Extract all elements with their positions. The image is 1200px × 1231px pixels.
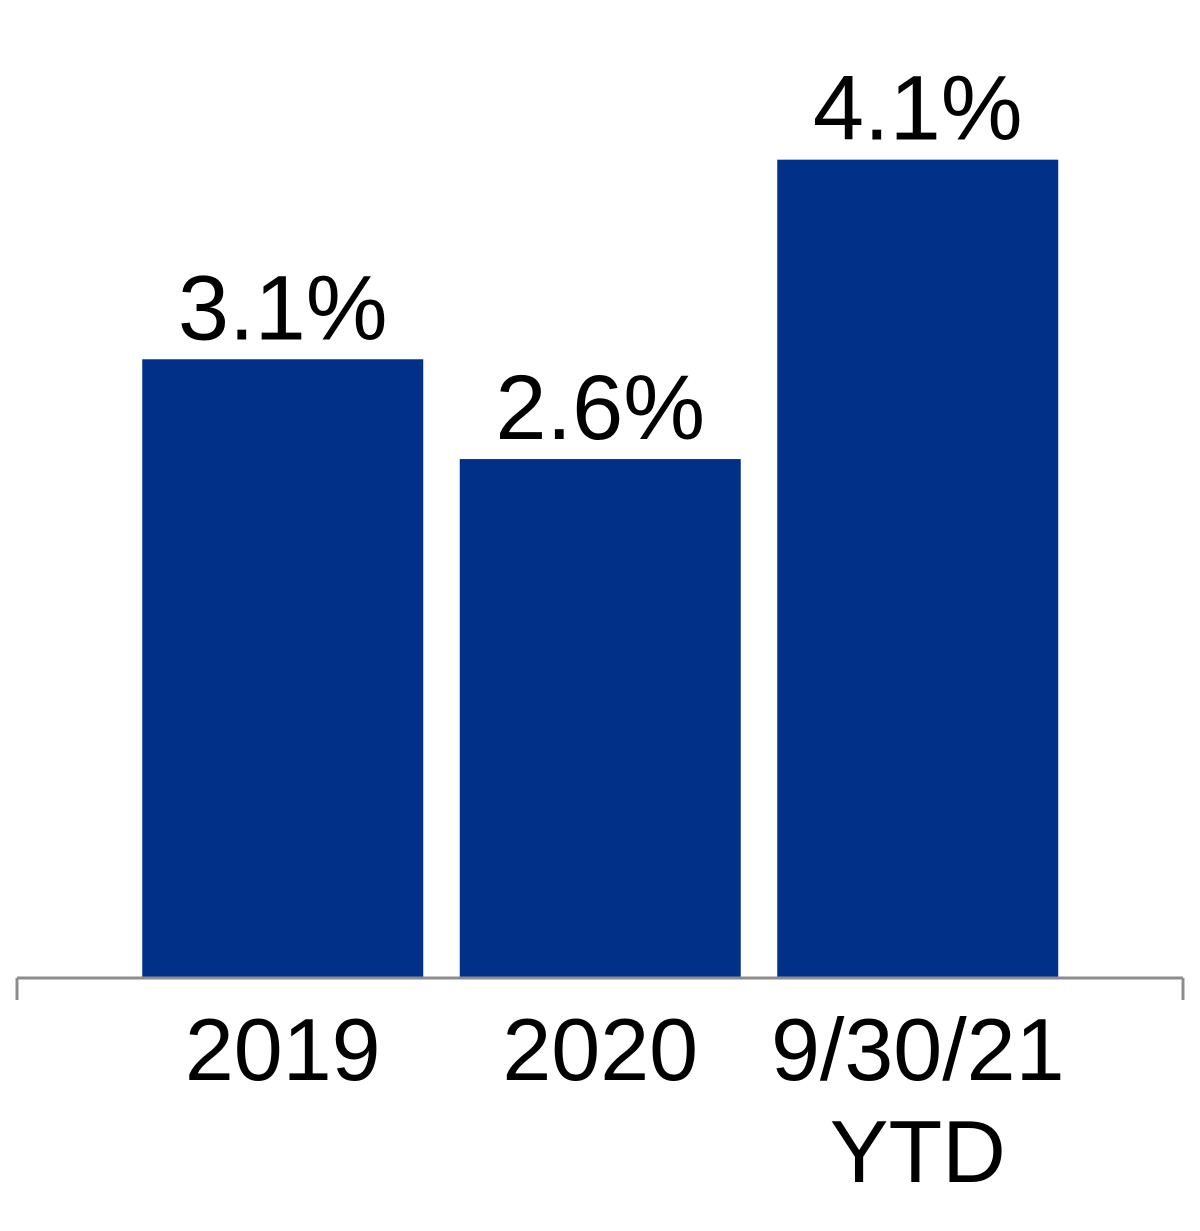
category-label-0-line-0: 2019 xyxy=(185,1000,381,1099)
category-label-0: 2019 xyxy=(185,1000,381,1099)
bar-2 xyxy=(777,159,1059,978)
data-label-0: 3.1% xyxy=(178,257,388,359)
category-label-2-line-0: 9/30/21 xyxy=(771,1000,1065,1099)
bars-group xyxy=(142,159,1059,978)
data-label-2: 4.1% xyxy=(813,58,1023,160)
data-label-1: 2.6% xyxy=(495,357,705,459)
category-label-2-line-1: YTD xyxy=(830,1102,1006,1201)
category-label-1-line-0: 2020 xyxy=(502,1000,698,1099)
category-labels-group: 2019 2020 9/30/21 YTD xyxy=(185,1000,1065,1201)
data-labels-group: 3.1% 2.6% 4.1% xyxy=(178,58,1023,459)
category-label-1: 2020 xyxy=(502,1000,698,1099)
bar-1 xyxy=(459,459,741,978)
category-label-2: 9/30/21 YTD xyxy=(771,1000,1065,1201)
x-axis xyxy=(15,976,1185,1000)
bar-0 xyxy=(142,359,424,978)
